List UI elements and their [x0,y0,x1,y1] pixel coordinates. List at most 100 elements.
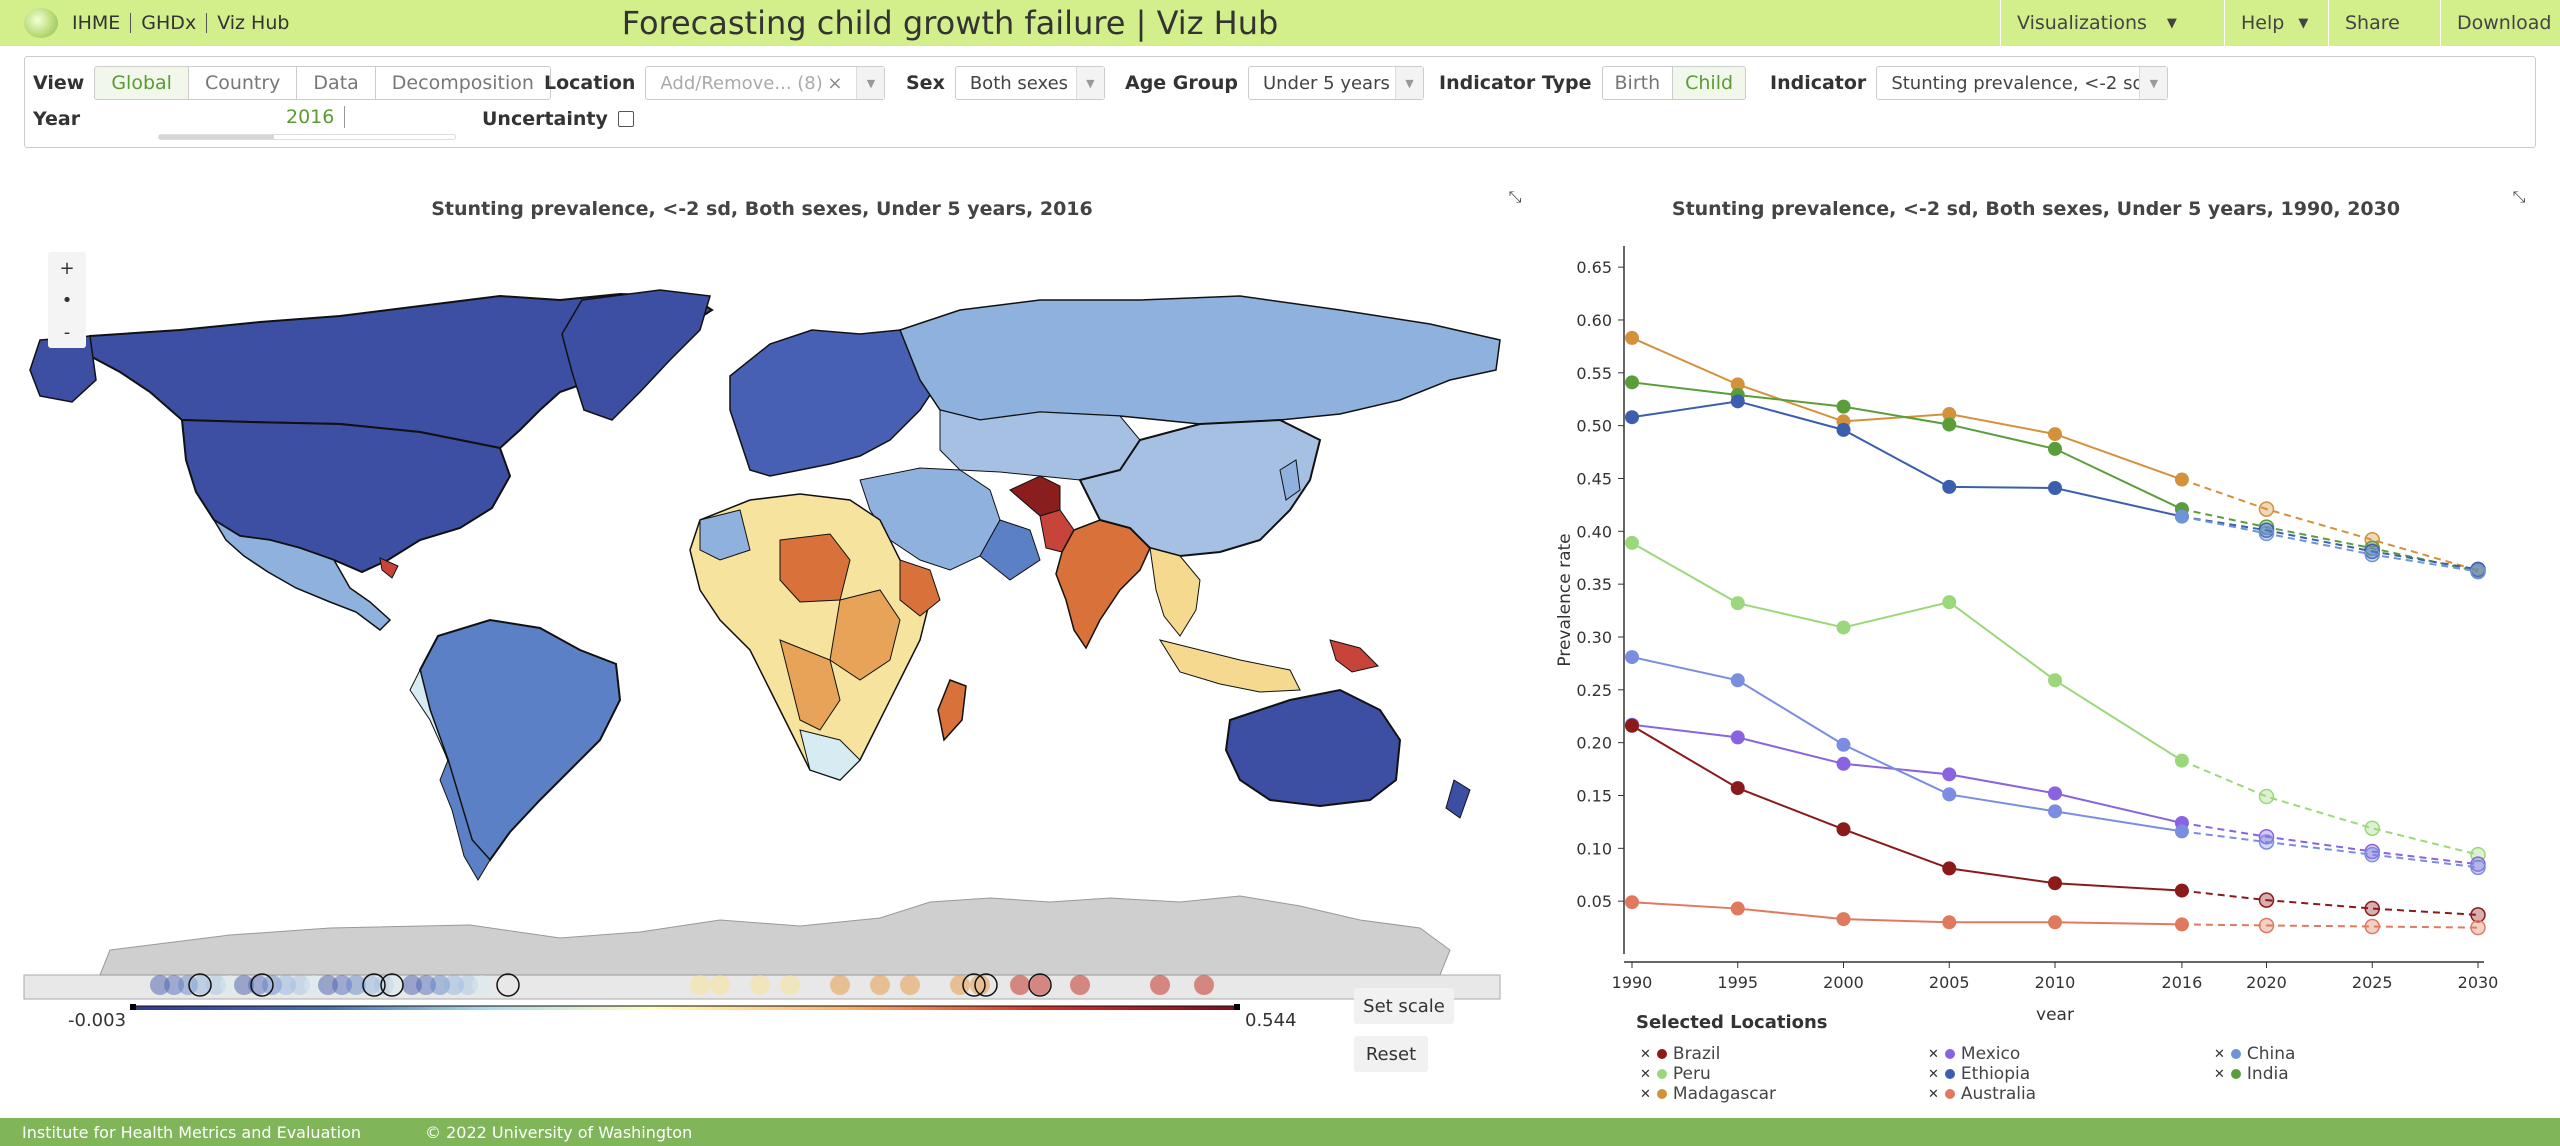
data-point-china[interactable] [2174,509,2189,524]
selected-location-marker[interactable] [362,973,386,997]
indicator-select[interactable]: Stunting prevalence, <-2 sd ▼ [1876,66,2169,100]
legend-item-madagascar[interactable]: ✕ Madagascar [1640,1084,1776,1104]
data-point-peru[interactable] [1730,596,1745,611]
indonesia-region[interactable] [1158,639,1301,693]
forecast-point-peru[interactable] [2258,788,2275,805]
set-scale-button[interactable]: Set scale [1354,988,1454,1024]
data-point-brazil[interactable] [2048,876,2062,891]
data-point-china[interactable] [2174,824,2189,839]
data-point-peru[interactable] [1942,595,1957,610]
forecast-point-brazil[interactable] [2364,900,2380,917]
russia-region[interactable] [899,295,1501,425]
viz-hub-link[interactable]: Viz Hub [217,12,290,34]
north-africa-region[interactable] [699,509,751,561]
data-point-australia[interactable] [2174,917,2189,932]
data-point-peru[interactable] [1836,620,1851,635]
japan-region[interactable] [1279,459,1301,501]
selected-location-marker[interactable] [496,973,520,997]
antarctica-region[interactable] [99,895,1451,976]
visualizations-menu[interactable]: Visualizations ▼ [2000,0,2224,46]
scale-min-handle[interactable] [130,1004,136,1010]
remove-location-icon[interactable]: ✕ [1928,1046,1939,1062]
forecast-point-china[interactable] [2258,834,2275,850]
india-region[interactable] [1055,519,1151,650]
download-button[interactable]: Download [2440,0,2560,46]
data-point-mexico[interactable] [1730,730,1745,745]
data-point-ethiopia[interactable] [1836,422,1851,437]
legend-item-ethiopia[interactable]: ✕ Ethiopia [1928,1064,2030,1084]
data-point-brazil[interactable] [1836,822,1851,837]
view-global-button[interactable]: Global [94,66,189,100]
forecast-point-china[interactable] [2470,859,2486,876]
data-point-china[interactable] [1942,787,1957,802]
forecast-point-china[interactable] [2470,563,2486,580]
year-slider[interactable] [158,134,456,140]
data-point-peru[interactable] [1625,535,1639,550]
expand-map-icon[interactable]: ⤡ [1508,187,1522,206]
data-point-peru[interactable] [2174,753,2189,768]
data-point-india[interactable] [1836,399,1851,414]
reset-button[interactable]: Reset [1354,1036,1428,1072]
ghdx-link[interactable]: GHDx [141,12,197,34]
selected-location-marker[interactable] [188,973,212,997]
help-menu[interactable]: Help ▼ [2224,0,2328,46]
data-point-brazil[interactable] [1942,861,1957,876]
greenland-region[interactable] [561,289,711,421]
view-decomposition-button[interactable]: Decomposition [374,66,551,100]
year-slider-handle[interactable] [344,106,346,128]
data-point-ethiopia[interactable] [1942,479,1957,494]
south-africa-region[interactable] [799,729,861,781]
data-point-madagascar[interactable] [1730,377,1745,392]
selected-location-marker[interactable] [1028,973,1052,997]
zoom-out-button[interactable]: - [63,321,71,343]
forecast-point-madagascar[interactable] [2364,532,2380,548]
data-point-madagascar[interactable] [2048,427,2062,442]
remove-location-icon[interactable]: ✕ [1640,1066,1651,1082]
data-point-china[interactable] [1836,737,1851,752]
remove-location-icon[interactable]: ✕ [1928,1066,1939,1082]
forecast-point-brazil[interactable] [2258,892,2275,908]
usa-region[interactable] [180,418,512,574]
remove-location-icon[interactable]: ✕ [2214,1046,2225,1062]
remove-location-icon[interactable]: ✕ [2214,1066,2225,1082]
forecast-point-mexico[interactable] [2258,828,2275,845]
ihme-link[interactable]: IHME [72,12,121,34]
data-point-india[interactable] [1942,417,1957,432]
ihme-logo-icon[interactable] [24,8,58,38]
data-point-australia[interactable] [1942,915,1957,930]
australia-region[interactable] [1224,688,1402,808]
kazakhstan-region[interactable] [939,409,1141,481]
data-point-china[interactable] [2048,804,2062,819]
iran-region[interactable] [979,519,1041,581]
peru-region[interactable] [409,668,449,761]
age-group-select[interactable]: Under 5 years ▼ [1247,66,1424,100]
sex-select[interactable]: Both sexes ▼ [954,66,1105,100]
data-point-madagascar[interactable] [1942,407,1957,422]
europe-region[interactable] [729,329,941,477]
chevron-down-icon[interactable]: ▼ [1075,67,1104,99]
data-point-brazil[interactable] [2174,883,2189,898]
forecast-point-australia[interactable] [2364,918,2380,935]
forecast-point-china[interactable] [2364,846,2380,863]
brazil-region[interactable] [418,618,622,862]
legend-item-mexico[interactable]: ✕ Mexico [1928,1044,2020,1064]
selected-location-marker[interactable] [974,973,998,997]
indicator-type-birth-button[interactable]: Birth [1601,66,1674,100]
data-point-mexico[interactable] [1942,767,1957,782]
legend-item-australia[interactable]: ✕ Australia [1928,1084,2036,1104]
forecast-point-madagascar[interactable] [2258,501,2275,517]
selected-location-marker[interactable] [962,973,986,997]
selected-location-marker[interactable] [380,973,404,997]
mexico-region[interactable] [213,519,392,631]
remove-location-icon[interactable]: ✕ [1640,1086,1651,1102]
forecast-point-peru[interactable] [2364,820,2380,837]
chevron-down-icon[interactable]: ▼ [1394,67,1423,99]
view-data-button[interactable]: Data [296,66,376,100]
data-point-australia[interactable] [1836,912,1851,927]
legend-item-brazil[interactable]: ✕ Brazil [1640,1044,1720,1064]
forecast-point-australia[interactable] [2258,917,2275,934]
madagascar-region[interactable] [937,679,967,742]
share-button[interactable]: Share [2328,0,2440,46]
data-point-ethiopia[interactable] [1625,410,1639,425]
data-point-brazil[interactable] [1730,781,1745,796]
